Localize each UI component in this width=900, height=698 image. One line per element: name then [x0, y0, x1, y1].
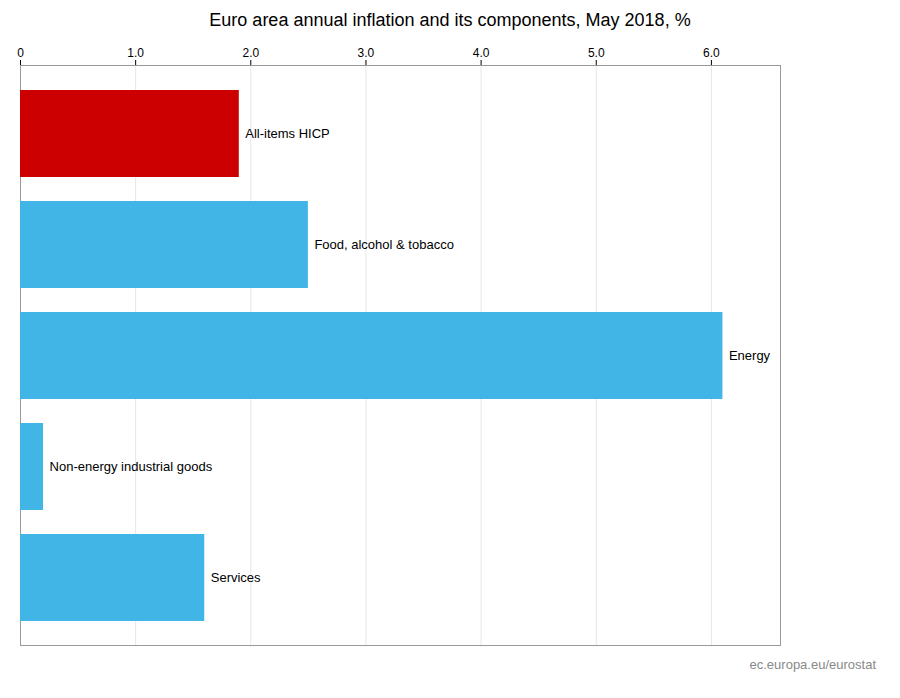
html-text:ec.europa.eu/eurostat: ec.europa.eu/eurostat — [749, 657, 876, 672]
svg-text:6.0: 6.0 — [703, 46, 720, 60]
svg-text:2.0: 2.0 — [242, 46, 259, 60]
svg-text:Non-energy industrial goods: Non-energy industrial goods — [50, 459, 213, 474]
svg-text:0: 0 — [17, 46, 24, 60]
svg-text:Services: Services — [211, 570, 261, 585]
svg-text:Energy: Energy — [729, 348, 771, 363]
svg-text:Food, alcohol & tobacco: Food, alcohol & tobacco — [314, 237, 453, 252]
svg-text:5.0: 5.0 — [588, 46, 605, 60]
svg-text:4.0: 4.0 — [473, 46, 490, 60]
svg-text:1.0: 1.0 — [127, 46, 144, 60]
svg-text:3.0: 3.0 — [358, 46, 375, 60]
svg-text:All-items HICP: All-items HICP — [245, 126, 330, 141]
html-text:Euro area annual inflation and: Euro area annual inflation and its compo… — [209, 10, 691, 30]
